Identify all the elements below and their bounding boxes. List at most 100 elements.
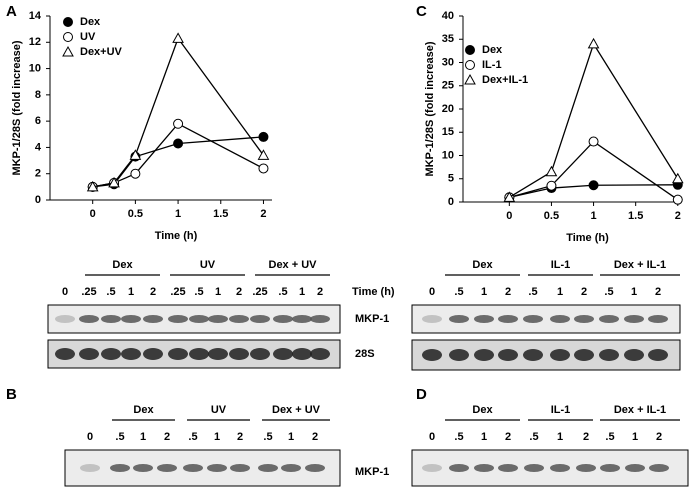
- band: [143, 315, 163, 323]
- x-tick-label: 1.5: [628, 210, 643, 222]
- group-label: Dex + IL-1: [614, 404, 666, 416]
- band: [648, 349, 668, 361]
- x-tick-label: 0: [90, 208, 96, 220]
- band: [624, 349, 644, 361]
- marker: [588, 180, 599, 191]
- lane-label: .5: [115, 431, 124, 443]
- legend-marker: [62, 45, 74, 57]
- band: [292, 315, 312, 323]
- band: [208, 315, 228, 323]
- band: [189, 315, 209, 323]
- band: [599, 315, 619, 323]
- lane-label: 2: [236, 286, 242, 298]
- panel-letter: A: [6, 3, 17, 20]
- marker: [172, 32, 184, 43]
- legend-label: Dex+UV: [80, 46, 123, 58]
- band: [474, 349, 494, 361]
- marker: [546, 180, 557, 191]
- x-tick-label: 1: [590, 210, 596, 222]
- lane-label: 0: [429, 431, 435, 443]
- band: [498, 315, 518, 323]
- lane-label: .5: [529, 431, 538, 443]
- band: [649, 464, 669, 472]
- marker: [130, 168, 141, 179]
- band: [121, 348, 141, 360]
- marker: [588, 136, 599, 147]
- band: [273, 348, 293, 360]
- band: [79, 348, 99, 360]
- marker: [257, 149, 270, 160]
- marker: [587, 37, 600, 49]
- lane-label: .5: [278, 286, 287, 298]
- lane-label: 1: [288, 431, 294, 443]
- x-tick-label: 2: [675, 210, 681, 222]
- band: [250, 315, 270, 323]
- band: [273, 315, 293, 323]
- band: [523, 349, 543, 361]
- band: [474, 315, 494, 323]
- group-label: Dex: [133, 404, 154, 416]
- marker: [258, 131, 269, 142]
- lane-label: 1: [481, 286, 487, 298]
- band: [168, 315, 188, 323]
- lane-label: .5: [194, 286, 203, 298]
- lane-label: 1: [557, 431, 563, 443]
- lane-label: 2: [312, 431, 318, 443]
- x-tick-label: 0: [506, 210, 512, 222]
- lane-label: 1: [215, 286, 221, 298]
- group-label: Dex + UV: [272, 404, 321, 416]
- band: [133, 464, 153, 472]
- lane-label: 2: [505, 286, 511, 298]
- group-label: Dex: [472, 259, 493, 271]
- band: [523, 315, 543, 323]
- band: [498, 464, 518, 472]
- lane-label: .5: [188, 431, 197, 443]
- marker: [173, 118, 184, 129]
- lane-label: 1: [299, 286, 305, 298]
- band: [600, 464, 620, 472]
- row-label: 28S: [355, 348, 375, 360]
- row-label: MKP-1: [355, 313, 389, 325]
- group-label: IL-1: [551, 404, 571, 416]
- legend-label: IL-1: [482, 59, 502, 71]
- legend-label: Dex: [482, 44, 503, 56]
- lane-label: .5: [454, 286, 463, 298]
- x-tick-label: 2: [260, 208, 266, 220]
- band: [449, 464, 469, 472]
- band: [189, 348, 209, 360]
- legend-label: Dex: [80, 16, 101, 28]
- lane-label: .5: [605, 431, 614, 443]
- lane-label: 2: [164, 431, 170, 443]
- legend-marker: [63, 32, 73, 42]
- lane-label: .5: [106, 286, 115, 298]
- lane-label: 2: [317, 286, 323, 298]
- band: [230, 464, 250, 472]
- marker: [503, 191, 516, 202]
- band: [80, 464, 100, 472]
- band: [550, 315, 570, 323]
- band: [449, 315, 469, 323]
- marker: [671, 172, 684, 184]
- band: [550, 464, 570, 472]
- lane-label: 1: [557, 286, 563, 298]
- band: [474, 464, 494, 472]
- legend-marker: [63, 17, 73, 27]
- lane-label: 1: [140, 431, 146, 443]
- lane-label: 2: [583, 431, 589, 443]
- y-tick-label: 10: [29, 62, 41, 74]
- lane-label: .5: [263, 431, 272, 443]
- lane-label: 1: [128, 286, 134, 298]
- y-tick-label: 12: [29, 36, 41, 48]
- band: [550, 349, 570, 361]
- y-tick-label: 0: [35, 194, 41, 206]
- legend-marker: [464, 73, 476, 85]
- band: [101, 348, 121, 360]
- group-label: Dex: [112, 259, 133, 271]
- band: [422, 349, 442, 361]
- x-tick-label: 1: [175, 208, 181, 220]
- band: [498, 349, 518, 361]
- marker: [258, 163, 269, 174]
- band: [574, 315, 594, 323]
- y-tick-label: 6: [35, 115, 41, 127]
- y-axis-label: MKP-1/28S (fold increase): [11, 40, 23, 175]
